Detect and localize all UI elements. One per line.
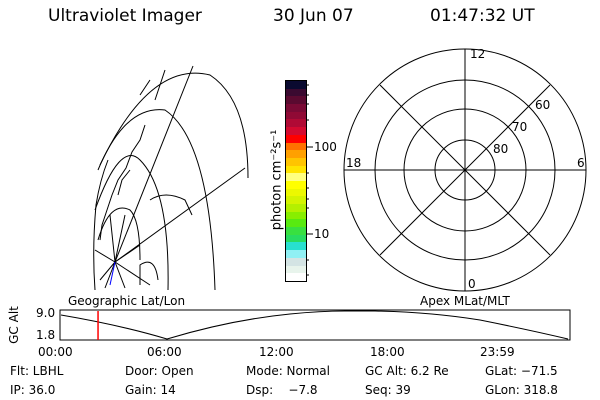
map-coast xyxy=(139,261,159,285)
colorbar-swatch xyxy=(286,127,306,135)
colorbar-swatch xyxy=(286,111,306,120)
status-glon: GLon: 318.8 xyxy=(485,383,558,397)
altitude-xtick: 18:00 xyxy=(370,345,405,359)
status-ip: IP: 36.0 xyxy=(10,383,56,397)
lat-label-70: 70 xyxy=(512,120,528,134)
map-latitude-arc xyxy=(93,159,109,291)
colorbar-swatch xyxy=(286,104,306,112)
map-latitude-arc xyxy=(97,207,141,261)
colorbar-swatch xyxy=(286,142,306,151)
status-gc-alt: GC Alt: 6.2 Re xyxy=(365,364,449,378)
map-coastline xyxy=(99,69,166,241)
colorbar-tick-100: 100 xyxy=(314,140,337,154)
status-seq: Seq: 39 xyxy=(365,383,411,397)
status-mode: Mode: Normal xyxy=(246,364,330,378)
polar-label: Apex MLat/MLT xyxy=(420,294,510,308)
colorbar-swatch xyxy=(286,242,306,251)
status-glat: GLat: −71.5 xyxy=(485,364,558,378)
map-meridians-pole xyxy=(94,214,151,289)
colorbar xyxy=(285,80,307,282)
altitude-xtick: 00:00 xyxy=(38,345,73,359)
map-latitude-arc xyxy=(94,155,169,291)
colorbar-swatch xyxy=(286,150,306,158)
colorbar-swatch xyxy=(286,180,306,189)
colorbar-swatch xyxy=(286,219,306,228)
map-coastline xyxy=(149,194,193,216)
colorbar-swatch xyxy=(286,257,306,266)
map-label: Geographic Lat/Lon xyxy=(68,294,186,308)
map-meridian xyxy=(114,65,194,263)
colorbar-swatch xyxy=(286,250,306,258)
altitude-ytick-max: 9.0 xyxy=(36,306,56,320)
colorbar-swatch xyxy=(286,88,306,97)
altitude-xtick: 23:59 xyxy=(480,345,515,359)
map-latitude-arc xyxy=(97,109,216,291)
status-filter: Flt: LBHL xyxy=(10,364,64,378)
colorbar-tick-10: 10 xyxy=(314,227,330,241)
altitude-xtick: 12:00 xyxy=(259,345,294,359)
colorbar-swatch xyxy=(286,211,306,220)
status-dsp: Dsp: −7.8 xyxy=(246,383,318,397)
altitude-ytick-min: 1.8 xyxy=(36,328,56,342)
polar-diagonal xyxy=(379,84,551,256)
colorbar-swatch xyxy=(286,134,306,143)
colorbar-swatch xyxy=(286,227,306,235)
colorbar-swatch xyxy=(286,265,306,274)
colorbar-swatch xyxy=(286,188,306,197)
status-door: Door: Open xyxy=(125,364,194,378)
altitude-xtick: 06:00 xyxy=(147,345,182,359)
time-label: 01:47:32 UT xyxy=(430,6,535,26)
map-latitude-arc xyxy=(99,72,249,179)
colorbar-swatch xyxy=(286,157,306,166)
map-meridian xyxy=(114,167,246,263)
instrument-title: Ultraviolet Imager xyxy=(48,6,202,26)
altitude-ylabel: GC Alt xyxy=(7,306,21,344)
colorbar-swatch xyxy=(286,234,306,243)
colorbar-swatch xyxy=(286,196,306,204)
mlt-label-0: 0 xyxy=(468,277,476,291)
date-label: 30 Jun 07 xyxy=(273,6,354,26)
colorbar-swatch xyxy=(286,204,306,212)
colorbar-minor-ticks xyxy=(306,84,309,276)
status-gain: Gain: 14 xyxy=(125,383,176,397)
colorbar-swatch xyxy=(286,81,306,89)
mlt-label-12: 12 xyxy=(470,47,486,61)
colorbar-swatch xyxy=(286,165,306,174)
lat-label-80: 80 xyxy=(493,142,509,156)
mlt-label-6: 6 xyxy=(577,156,585,170)
colorbar-swatch xyxy=(286,119,306,128)
colorbar-swatch xyxy=(286,173,306,181)
mlt-label-18: 18 xyxy=(346,156,362,170)
altitude-curve xyxy=(60,310,569,340)
colorbar-swatch xyxy=(286,273,306,281)
lat-label-60: 60 xyxy=(535,98,551,112)
altitude-plot-frame xyxy=(59,309,571,341)
colorbar-swatch xyxy=(286,96,306,105)
spacecraft-look-line xyxy=(109,261,116,286)
